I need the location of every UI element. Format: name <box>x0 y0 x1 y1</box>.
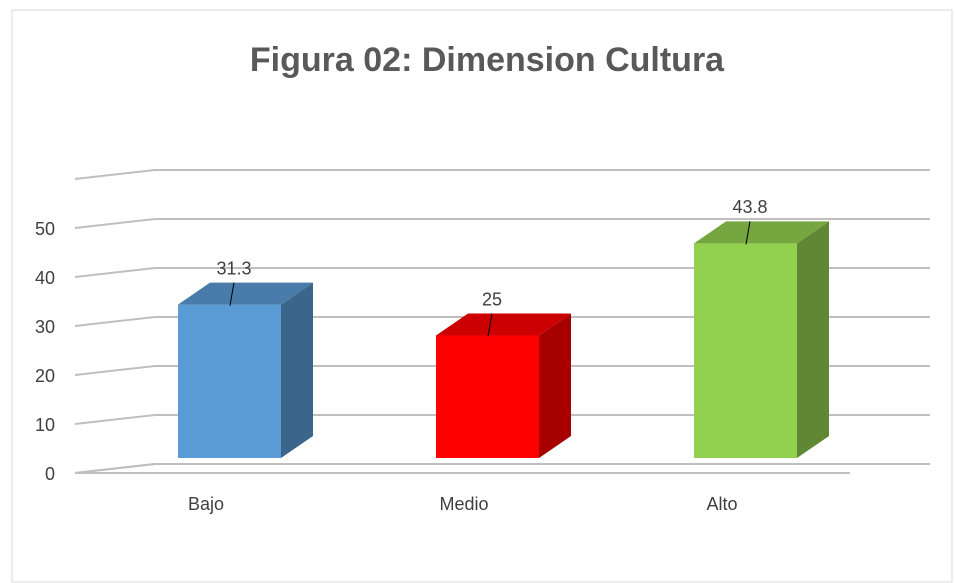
y-tick-label: 30 <box>35 317 55 337</box>
bar-side <box>539 313 571 458</box>
data-label: 43.8 <box>732 197 767 217</box>
bar-front <box>436 335 539 458</box>
y-tick-label: 50 <box>35 219 55 239</box>
bar-front <box>694 243 797 458</box>
y-tick-label: 40 <box>35 268 55 288</box>
y-tick-label: 0 <box>45 464 55 484</box>
grid-line <box>74 414 156 425</box>
data-label: 25 <box>482 289 502 309</box>
bar <box>694 221 829 458</box>
bar-front <box>178 304 281 458</box>
chart-title: Figura 02: Dimension Cultura <box>250 41 725 79</box>
bar-side <box>797 221 829 458</box>
bar-top <box>694 221 829 244</box>
grid-line <box>74 267 156 278</box>
leader-line <box>487 313 493 337</box>
bar-side <box>281 282 313 458</box>
x-tick-label: Alto <box>706 494 737 514</box>
leader-line <box>745 221 751 245</box>
axis-frame <box>74 169 156 180</box>
bar <box>436 313 571 458</box>
x-tick-label: Bajo <box>188 494 224 514</box>
bar <box>178 282 313 458</box>
grid-line <box>74 463 156 474</box>
grid-line <box>74 365 156 376</box>
leader-line <box>229 282 235 306</box>
grid-line <box>74 218 156 229</box>
x-tick-label: Medio <box>439 494 488 514</box>
grid-line <box>74 316 156 327</box>
data-label: 31.3 <box>216 258 251 278</box>
bar-top <box>178 282 313 305</box>
y-tick-label: 20 <box>35 366 55 386</box>
y-tick-label: 10 <box>35 415 55 435</box>
bar-top <box>436 313 571 336</box>
